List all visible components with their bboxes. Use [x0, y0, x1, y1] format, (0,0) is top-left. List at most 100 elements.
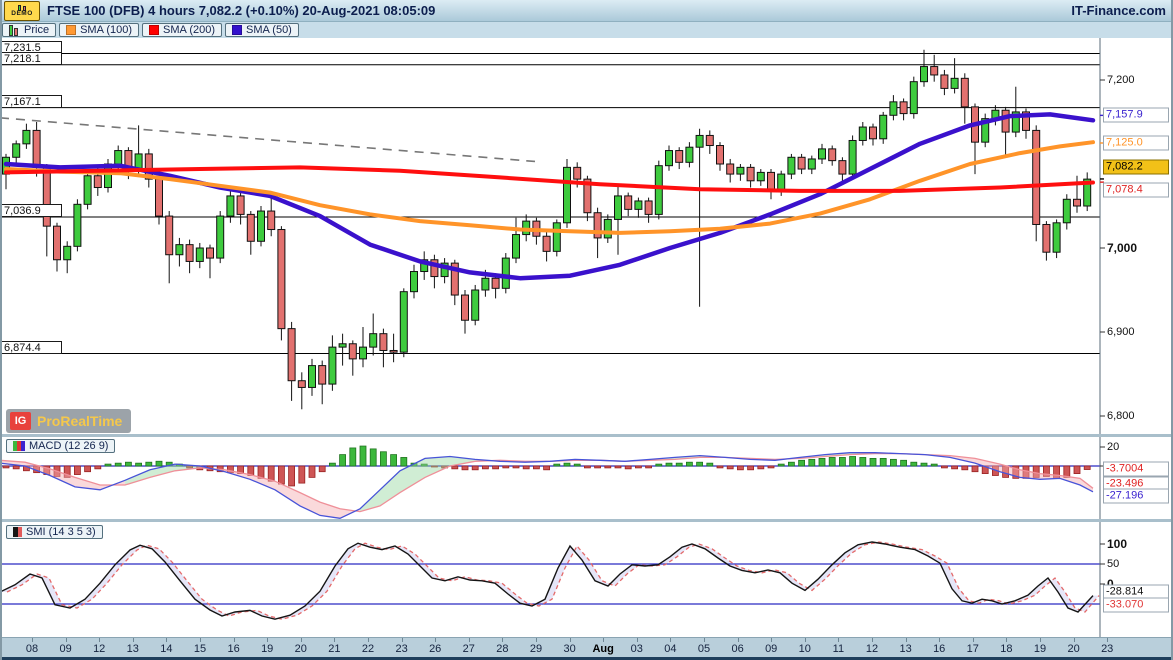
candle-down: [32, 129, 41, 168]
macd-histogram-bar: [849, 456, 856, 467]
candle-up: [257, 210, 265, 242]
candle-down: [267, 210, 276, 231]
macd-histogram-bar: [1073, 465, 1081, 474]
macd-fill: [250, 474, 275, 490]
candle-down: [277, 229, 286, 330]
x-axis-label: 14: [160, 643, 173, 655]
candle-up: [552, 222, 561, 252]
candle-up: [879, 114, 888, 140]
macd-histogram-bar: [74, 465, 81, 475]
smi-axis-label: 100: [1107, 537, 1128, 551]
x-axis-label: 12: [865, 643, 879, 655]
price-axis-label: 7,000: [1107, 241, 1138, 255]
candle-up: [1062, 198, 1071, 224]
candle-up: [950, 77, 959, 89]
x-axis-label: 15: [193, 643, 207, 655]
legend-chip-sma-100[interactable]: SMA (100): [59, 23, 140, 37]
macd-histogram-bar: [563, 462, 571, 467]
candle-up: [777, 173, 786, 192]
candle-up: [848, 139, 857, 175]
price-level-label: 6,874.4: [0, 340, 62, 354]
macd-histogram-bar: [1012, 465, 1020, 479]
candle-up: [216, 215, 225, 259]
macd-histogram-bar: [114, 462, 122, 467]
candle-up: [603, 218, 612, 239]
x-axis-tick: [334, 638, 336, 642]
candle-up: [909, 81, 918, 115]
candle-up: [634, 200, 643, 210]
macd-histogram-bar: [369, 448, 377, 467]
panel-separator[interactable]: [0, 434, 1173, 437]
x-axis-label: 20: [294, 643, 307, 655]
smi-line[interactable]: [0, 541, 1094, 620]
legend-chip-sma-200[interactable]: SMA (200): [142, 23, 222, 37]
candle-up: [175, 244, 184, 256]
x-axis-tick: [670, 638, 672, 642]
x-axis-bar[interactable]: 08 09 12 13 14 15 16 19 20 21 22 23 26 27 28 29 30 Aug 03 0…: [0, 637, 1173, 660]
x-axis-label: 26: [429, 643, 442, 655]
legend-chip-price[interactable]: Price: [2, 23, 57, 37]
x-axis-tick: [300, 638, 302, 642]
macd-fill: [75, 477, 100, 490]
smi-indicator-chip[interactable]: SMI (14 3 5 3): [6, 525, 103, 539]
legend-chip-label: SMA (100): [80, 24, 133, 36]
x-axis-tick: [838, 638, 840, 642]
candle-down: [42, 166, 51, 227]
macd-histogram-bar: [961, 465, 969, 471]
x-axis-label: 28: [496, 643, 509, 655]
macd-histogram-bar: [298, 465, 306, 484]
sma-line-200[interactable]: [4, 165, 1095, 193]
macd-histogram-bar: [614, 465, 622, 469]
x-axis-tick: [401, 638, 403, 642]
macd-histogram-bar: [1043, 465, 1050, 477]
x-axis-label: 08: [25, 643, 39, 655]
macd-histogram-bar: [573, 463, 581, 467]
macd-signal-line[interactable]: [0, 452, 1094, 513]
color-swatch-icon: [149, 25, 160, 35]
sma-line-100[interactable]: [4, 140, 1095, 235]
x-axis-tick: [905, 638, 907, 642]
candle-up: [685, 146, 694, 163]
price-value-box: 7,157.9: [1103, 107, 1169, 123]
macd-histogram-bar: [941, 465, 948, 469]
smi-signal-line[interactable]: [6, 541, 1100, 620]
macd-histogram-bar: [492, 465, 500, 470]
macd-indicator-chip[interactable]: MACD (12 26 9): [6, 439, 116, 453]
x-axis-tick: [200, 638, 201, 642]
macd-fill: [320, 502, 340, 519]
legend-chip-sma-50[interactable]: SMA (50): [225, 23, 299, 37]
macd-value-box: -27.196: [1103, 488, 1169, 504]
candle-down: [624, 195, 633, 210]
x-axis-label: 19: [1033, 643, 1047, 655]
candle-down: [828, 148, 837, 162]
candle-up: [695, 134, 704, 148]
x-axis-tick: [939, 638, 941, 642]
candle-up: [736, 166, 745, 175]
macd-line[interactable]: [0, 452, 1094, 519]
x-axis-tick: [569, 638, 571, 642]
candle-down: [838, 160, 847, 175]
x-axis-label: 29: [529, 643, 543, 655]
macd-histogram-bar: [655, 463, 663, 467]
candle-up: [818, 148, 826, 160]
x-axis-tick: [804, 638, 806, 642]
candle-up: [63, 245, 72, 261]
macd-histogram-bar: [145, 461, 153, 467]
panel-separator[interactable]: [0, 519, 1173, 522]
macd-histogram-bar: [226, 465, 234, 474]
price-value-box: 7,082.2: [1103, 159, 1169, 175]
x-axis-tick: [1073, 638, 1075, 642]
smi-axis-label: 0: [1107, 577, 1114, 591]
trendline[interactable]: [0, 117, 536, 163]
macd-fill: [150, 464, 175, 478]
candle-down: [705, 134, 714, 147]
price-axis-label: 6,900: [1107, 326, 1135, 338]
x-axis-label: 23: [1101, 643, 1114, 655]
candle-down: [1001, 109, 1010, 133]
macd-histogram-bar: [737, 465, 744, 471]
x-axis-label: 16: [227, 643, 240, 655]
macd-histogram-bar: [726, 465, 734, 470]
candle-up: [359, 346, 367, 360]
smi-icon: [13, 527, 22, 537]
